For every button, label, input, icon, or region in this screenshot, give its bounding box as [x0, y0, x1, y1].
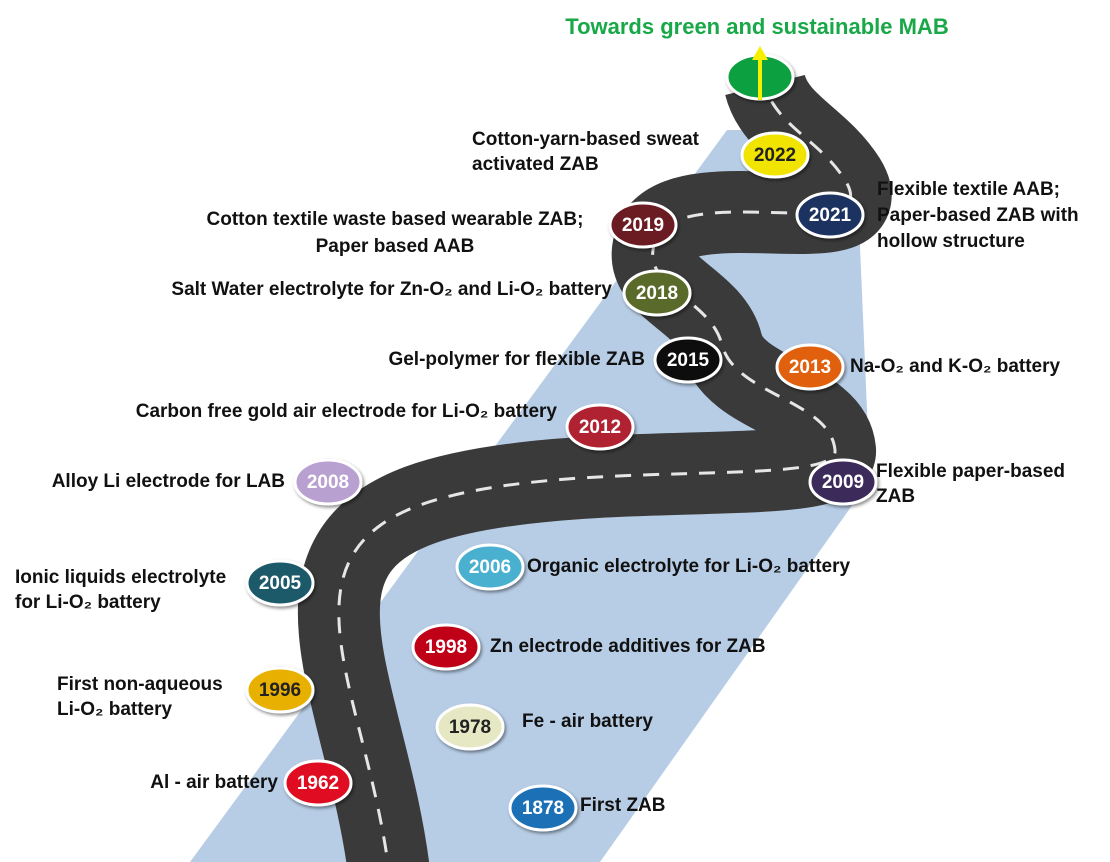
- goal-arrowhead: [752, 46, 768, 60]
- milestone-label: Cotton-yarn-based sweat: [472, 129, 700, 150]
- milestone-year: 1978: [449, 717, 491, 738]
- milestone-label: ZAB: [876, 486, 915, 507]
- milestone-label: Paper based AAB: [316, 236, 475, 257]
- milestone-year: 2018: [636, 283, 678, 304]
- milestone-label: Ionic liquids electrolyte: [15, 567, 226, 588]
- milestone-year: 2015: [667, 350, 710, 371]
- milestone-year: 2005: [259, 573, 302, 594]
- milestone-label: Flexible textile AAB;: [877, 179, 1060, 200]
- milestone-label: hollow structure: [877, 231, 1025, 252]
- milestone-label: Salt Water electrolyte for Zn-O₂ and Li-…: [171, 279, 612, 300]
- milestone-year: 2008: [307, 472, 349, 493]
- milestone-label: for Li-O₂ battery: [15, 592, 161, 613]
- milestone-label: Carbon free gold air electrode for Li-O₂…: [136, 401, 558, 422]
- milestone-year: 2019: [622, 215, 664, 236]
- milestone-year: 2009: [822, 472, 864, 493]
- milestone-label: Al - air battery: [150, 772, 278, 793]
- milestone-year: 2006: [469, 557, 511, 578]
- milestone-label: First ZAB: [580, 795, 666, 816]
- milestone-label: activated ZAB: [472, 154, 599, 175]
- milestone-year: 2021: [809, 205, 852, 226]
- milestone-label: Flexible paper-based: [876, 461, 1065, 482]
- milestone-year: 1878: [522, 798, 564, 819]
- milestone-label: Cotton textile waste based wearable ZAB;: [207, 209, 584, 230]
- milestone-year: 2013: [789, 357, 831, 378]
- milestone-label: Fe - air battery: [522, 711, 653, 732]
- milestone-label: Alloy Li electrode for LAB: [52, 471, 285, 492]
- milestone-label: Gel-polymer for flexible ZAB: [388, 349, 645, 370]
- roadmap: Towards green and sustainable MAB 1878 Fi…: [0, 0, 1110, 862]
- milestone-label: Li-O₂ battery: [57, 699, 173, 720]
- milestone-year: 2022: [754, 145, 796, 166]
- milestone-label: Na-O₂ and K-O₂ battery: [850, 356, 1061, 377]
- milestone-year: 1998: [425, 637, 467, 658]
- milestone-label: First non-aqueous: [57, 674, 223, 695]
- milestone-label: Paper-based ZAB with: [877, 205, 1079, 226]
- title: Towards green and sustainable MAB: [565, 14, 948, 39]
- milestone-year: 1962: [297, 773, 339, 794]
- milestone-label: Organic electrolyte for Li-O₂ battery: [527, 556, 851, 577]
- milestone-year: 1996: [259, 680, 301, 701]
- milestone-year: 2012: [579, 417, 621, 438]
- milestone-label: Zn electrode additives for ZAB: [490, 636, 766, 657]
